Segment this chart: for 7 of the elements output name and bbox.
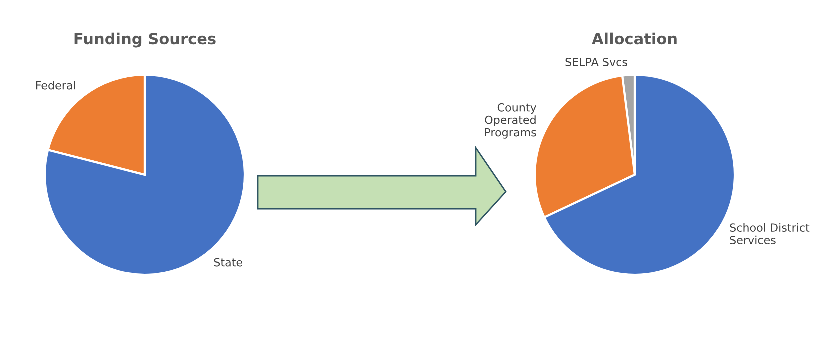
chart-title: Funding Sources <box>74 32 216 48</box>
slice-label: SELPA Svcs <box>566 58 628 66</box>
slice-label: County Operated Programs <box>485 103 537 139</box>
slice-label: State <box>214 258 242 267</box>
chart-title: Allocation <box>592 32 677 45</box>
slice-label: Federal <box>36 81 76 90</box>
slice-label: School District Services <box>730 223 810 244</box>
